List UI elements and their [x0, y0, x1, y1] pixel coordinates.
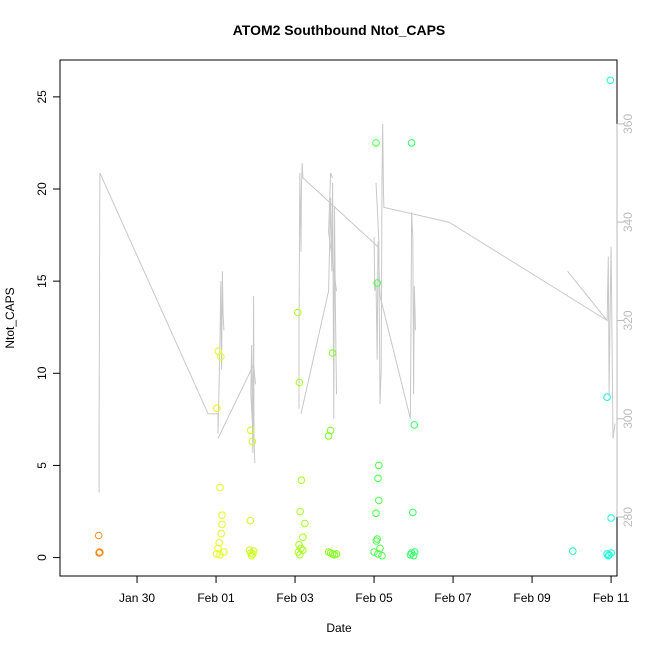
- data-point: [248, 437, 257, 446]
- data-point: [604, 551, 613, 560]
- data-point: [370, 548, 378, 556]
- x-tick-label: Jan 30: [119, 591, 155, 605]
- data-point: [606, 76, 615, 85]
- data-point: [299, 533, 307, 542]
- data-point: [95, 549, 103, 557]
- data-point: [218, 511, 226, 520]
- data-point: [297, 476, 306, 485]
- x-tick-label: Feb 01: [197, 591, 235, 605]
- data-point: [215, 539, 223, 547]
- data-point: [332, 550, 341, 558]
- data-point: [294, 308, 302, 317]
- data-point: [94, 531, 103, 540]
- data-point: [295, 540, 303, 549]
- data-point: [216, 483, 224, 492]
- data-point: [373, 279, 382, 287]
- x-axis-title: Date: [326, 621, 352, 635]
- data-point: [409, 508, 417, 517]
- x-tick-label: Feb 07: [434, 591, 472, 605]
- data-point: [409, 551, 418, 560]
- y2-tick-label: 280: [621, 507, 635, 527]
- data-point: [372, 537, 381, 545]
- data-point: [569, 547, 577, 555]
- data-point: [605, 551, 613, 559]
- data-point: [217, 529, 225, 538]
- chart-title: ATOM2 Southbound Ntot_CAPS: [233, 22, 446, 38]
- y2-tick-label: 320: [621, 310, 635, 330]
- x-tick-label: Feb 03: [276, 591, 314, 605]
- trace-segment: [298, 163, 379, 409]
- data-point: [96, 548, 104, 557]
- data-point: [378, 551, 386, 560]
- y2-tick-label: 360: [621, 114, 635, 134]
- y-axis: 0 5 10 15 20 25: [35, 90, 61, 561]
- data-point: [295, 378, 304, 387]
- y-tick-label: 5: [35, 462, 49, 469]
- secondary-trace-layer: [98, 123, 616, 493]
- y-tick-label: 25: [35, 90, 49, 104]
- x-tick-label: Feb 11: [593, 591, 630, 605]
- y-tick-label: 15: [35, 274, 49, 288]
- secondary-y-axis: 280 300 320 340 360: [616, 114, 635, 527]
- data-point: [375, 496, 383, 505]
- trace-segment: [300, 182, 337, 419]
- data-point: [213, 404, 221, 413]
- data-point: [410, 421, 419, 429]
- data-point: [213, 550, 221, 558]
- data-point: [296, 507, 305, 516]
- data-point: [249, 547, 258, 555]
- data-point: [372, 139, 380, 147]
- y-tick-label: 20: [35, 182, 49, 196]
- y-tick-label: 10: [35, 366, 49, 380]
- y2-tick-label: 300: [621, 408, 635, 428]
- trace-segment: [373, 212, 416, 419]
- data-point: [217, 352, 225, 361]
- y2-tick-label: 340: [621, 212, 635, 232]
- trace-segment: [375, 123, 608, 405]
- data-point: [375, 461, 383, 470]
- data-point: [374, 474, 382, 483]
- data-point: [407, 139, 416, 147]
- data-point: [410, 548, 419, 556]
- x-axis: Jan 30 Feb 01 Feb 03 Feb 05 Feb 07 Feb 09 Feb …: [119, 575, 630, 605]
- data-points-layer: [94, 76, 615, 560]
- data-point: [246, 516, 255, 525]
- trace-segment: [98, 172, 225, 493]
- y-tick-label: 0: [35, 554, 49, 561]
- data-point: [247, 551, 256, 560]
- data-point: [247, 426, 255, 435]
- trace-segment: [328, 172, 337, 292]
- data-point: [376, 544, 384, 553]
- x-tick-label: Feb 09: [513, 591, 551, 605]
- data-point: [301, 519, 309, 528]
- data-point: [372, 509, 380, 518]
- data-point: [218, 520, 226, 529]
- data-point: [326, 426, 335, 435]
- data-point: [299, 546, 307, 555]
- trace-segment: [567, 246, 616, 439]
- data-point: [220, 548, 228, 556]
- y-axis-title: Ntot_CAPS: [3, 287, 17, 348]
- x-tick-label: Feb 05: [355, 591, 393, 605]
- data-point: [603, 393, 611, 402]
- data-point: [328, 349, 337, 357]
- data-point: [607, 514, 615, 522]
